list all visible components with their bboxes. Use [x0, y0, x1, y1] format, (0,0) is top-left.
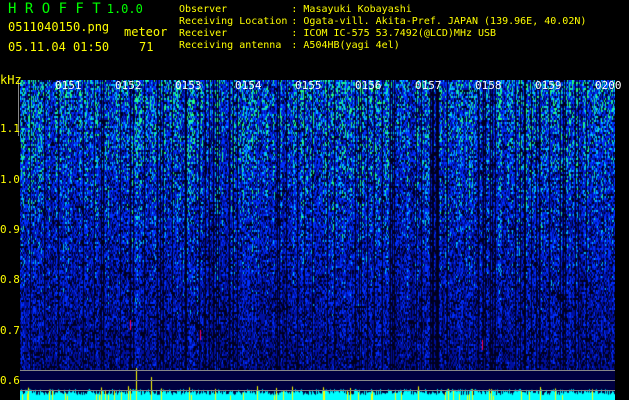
axis-line	[18, 80, 19, 136]
app-title: H R O F F T 1.0.0	[8, 2, 143, 16]
info-antenna-value: : A504HB(yagi 4el)	[291, 40, 400, 51]
app-name: H R O F F T	[8, 1, 101, 17]
gridline	[20, 380, 615, 381]
y-tick: 0.9	[0, 223, 20, 236]
date-time: 05.11.04 01:50	[8, 40, 110, 54]
time-tick: 0151	[55, 79, 82, 92]
gridline	[20, 370, 615, 371]
app-version: 1.0.0	[106, 2, 143, 16]
time-tick: 0159	[535, 79, 562, 92]
y-tick: 0.6	[0, 374, 20, 387]
meteor-count: 71	[139, 40, 154, 54]
time-tick: 0156	[355, 79, 382, 92]
info-location-label: Receiving Location	[179, 16, 288, 27]
y-tick: 1.0	[0, 173, 20, 186]
info-location-value: : Ogata-vill. Akita-Pref. JAPAN (139.96E…	[291, 16, 587, 27]
info-receiver-label: Receiver	[179, 28, 228, 39]
time-tick: 0157	[415, 79, 442, 92]
info-observer-value: : Masayuki Kobayashi	[291, 4, 412, 15]
time-tick: 0158	[475, 79, 502, 92]
meteor-label: meteor	[124, 25, 168, 39]
time-tick: 0154	[235, 79, 262, 92]
file-name: 0511040150.png	[8, 20, 110, 34]
time-tick: 0153	[175, 79, 202, 92]
gridline	[20, 390, 615, 391]
info-panel: Observer : Masayuki Kobayashi Receiving …	[179, 4, 586, 52]
info-antenna-label: Receiving antenna	[179, 40, 282, 51]
y-unit: kHz	[0, 73, 22, 87]
time-tick: 0155	[295, 79, 322, 92]
info-receiver-value: : ICOM IC-575 53.7492(@LCD)MHz USB	[291, 28, 497, 39]
info-observer-label: Observer	[179, 4, 228, 15]
y-tick: 0.7	[0, 324, 20, 337]
spectrogram	[20, 80, 615, 400]
time-tick: 0152	[115, 79, 142, 92]
y-tick: 1.1	[0, 122, 20, 135]
time-tick: 0200	[595, 79, 622, 92]
y-tick: 0.8	[0, 273, 20, 286]
